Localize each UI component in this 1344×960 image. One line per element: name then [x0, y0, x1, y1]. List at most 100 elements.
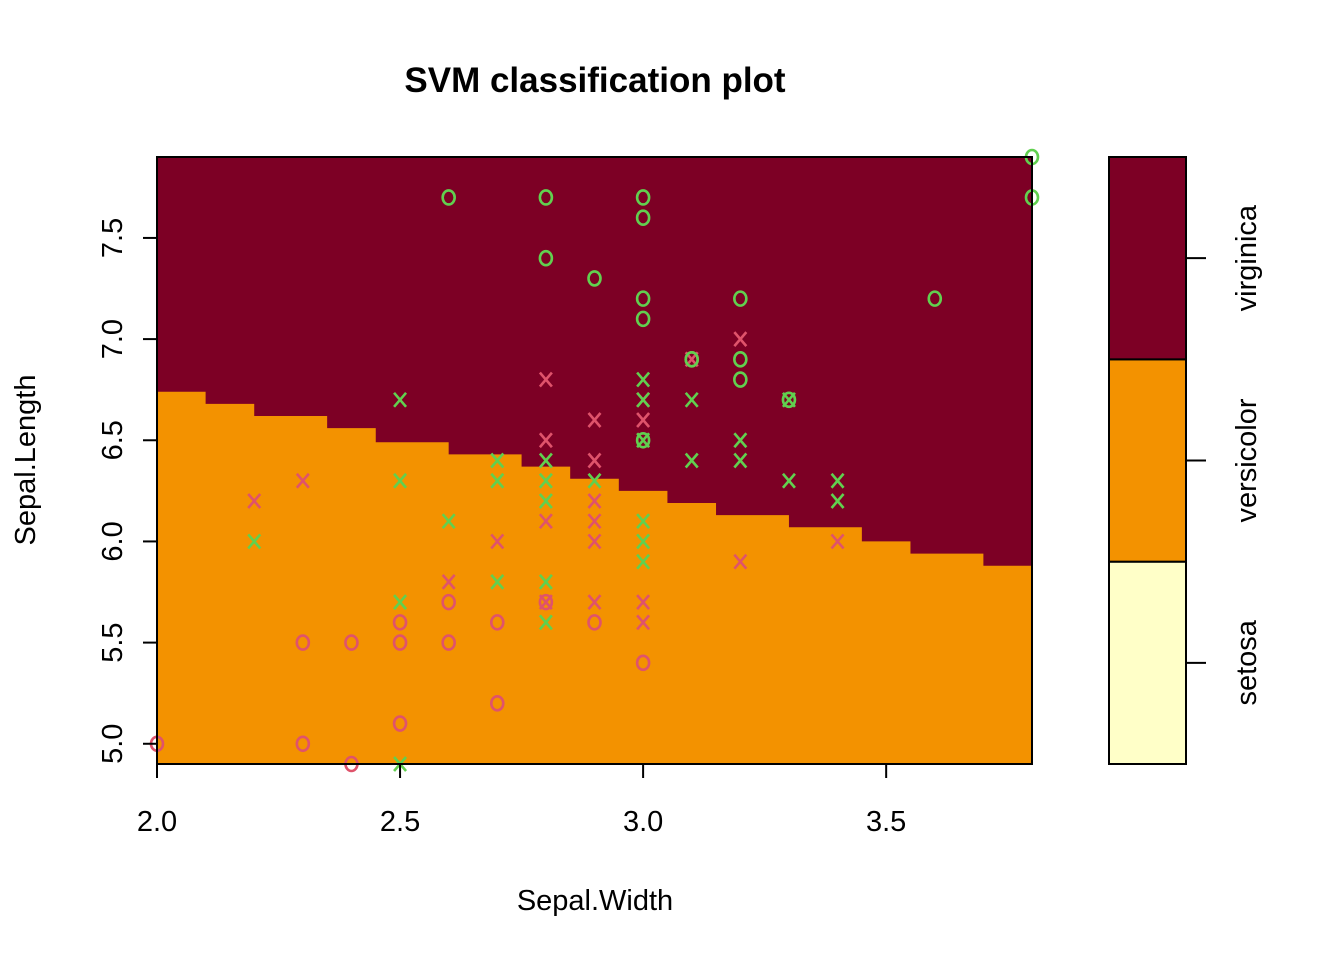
data-point-x	[587, 472, 602, 489]
data-point-x	[587, 493, 602, 509]
data-point-x	[636, 553, 651, 570]
data-point-o	[635, 189, 651, 206]
data-point-x	[733, 452, 748, 469]
x-tick-label: 3.0	[623, 806, 663, 838]
data-point-o	[392, 634, 408, 651]
data-point-x	[636, 614, 651, 631]
data-point-x	[684, 452, 699, 469]
marks-layer	[149, 148, 1040, 773]
data-point-x	[538, 371, 553, 388]
data-point-x	[636, 391, 651, 408]
data-point-x	[393, 472, 408, 489]
data-point-o	[927, 290, 943, 307]
data-point-x	[636, 371, 651, 388]
y-tick-label: 5.0	[97, 724, 129, 764]
data-point-o	[295, 634, 311, 651]
data-point-x	[538, 574, 553, 590]
data-point-o	[489, 694, 505, 712]
data-point-x	[490, 574, 505, 590]
data-point-x	[490, 533, 505, 550]
data-point-x	[490, 452, 505, 469]
legend-label-virginica: virginica	[1231, 204, 1263, 311]
data-point-x	[538, 493, 553, 509]
data-point-o	[587, 614, 602, 631]
data-point-o	[295, 735, 311, 753]
plot-area	[157, 157, 1032, 764]
data-point-x	[733, 331, 748, 347]
data-point-x	[587, 594, 602, 610]
data-point-x	[636, 412, 651, 428]
data-point-x	[830, 472, 845, 489]
data-point-o	[733, 290, 748, 307]
data-point-x	[247, 493, 262, 509]
data-point-x	[733, 432, 748, 449]
legend-label-versicolor: versicolor	[1231, 398, 1263, 522]
data-point-x	[684, 391, 699, 408]
data-point-o	[538, 249, 554, 267]
data-point-o	[635, 310, 651, 328]
data-point-x	[636, 513, 651, 530]
data-point-o	[392, 614, 408, 631]
data-point-o	[344, 634, 359, 651]
region-versicolor	[157, 391, 1032, 764]
data-point-x	[538, 614, 553, 631]
data-point-x	[538, 432, 553, 449]
data-point-o	[635, 654, 651, 672]
data-point-o	[392, 715, 408, 732]
x-axis-label: Sepal.Width	[517, 885, 673, 917]
legend-label-setosa: setosa	[1231, 619, 1263, 705]
y-tick-label: 6.5	[97, 420, 129, 460]
data-point-x	[587, 533, 602, 550]
data-point-x	[247, 533, 262, 550]
x-tick-label: 2.5	[380, 806, 420, 838]
y-axis: 5.0 5.5 6.0 6.5 7.0 7.5	[97, 218, 158, 764]
data-point-x	[393, 391, 408, 408]
data-point-x	[830, 493, 845, 509]
data-point-o	[781, 391, 797, 409]
data-point-x	[636, 594, 651, 610]
data-point-x	[538, 452, 553, 469]
chart-title: SVM classification plot	[404, 61, 786, 100]
data-point-x	[490, 472, 505, 489]
data-point-o	[489, 614, 505, 631]
y-axis-label: Sepal.Length	[10, 375, 42, 546]
y-tick-label: 5.5	[97, 622, 129, 662]
data-point-x	[538, 472, 553, 489]
data-point-o	[538, 593, 554, 611]
data-point-x	[538, 513, 553, 530]
data-point-x	[393, 594, 408, 610]
legend-swatch-virginica	[1108, 156, 1187, 361]
legend-swatch-versicolor	[1108, 358, 1187, 563]
data-point-x	[636, 533, 651, 550]
data-point-o	[684, 351, 700, 368]
data-point-x	[830, 533, 845, 550]
data-point-o	[441, 189, 456, 206]
data-point-x	[441, 574, 456, 590]
data-point-x	[781, 472, 796, 489]
data-point-o	[441, 593, 456, 611]
x-tick-label: 3.5	[866, 806, 906, 838]
legend-swatch-setosa	[1108, 560, 1187, 766]
data-point-x	[733, 553, 748, 570]
data-point-o	[538, 189, 554, 206]
y-tick-label: 7.5	[97, 218, 129, 258]
data-point-x	[587, 412, 602, 428]
data-point-o	[441, 634, 456, 651]
y-tick-label: 6.0	[97, 521, 129, 561]
data-point-x	[295, 472, 310, 489]
data-point-o	[635, 290, 651, 307]
data-point-o	[635, 431, 651, 449]
class-legend: setosa versicolor virginica	[1108, 156, 1263, 766]
data-point-o	[733, 351, 748, 368]
x-tick-label: 2.0	[137, 806, 177, 838]
data-point-o	[733, 371, 748, 388]
y-tick-label: 7.0	[97, 319, 129, 359]
data-point-o	[587, 270, 602, 287]
data-point-x	[441, 513, 456, 530]
x-axis: 2.0 2.5 3.0 3.5	[137, 763, 906, 838]
data-point-x	[587, 513, 602, 530]
data-point-o	[635, 209, 651, 226]
data-point-x	[587, 452, 602, 469]
